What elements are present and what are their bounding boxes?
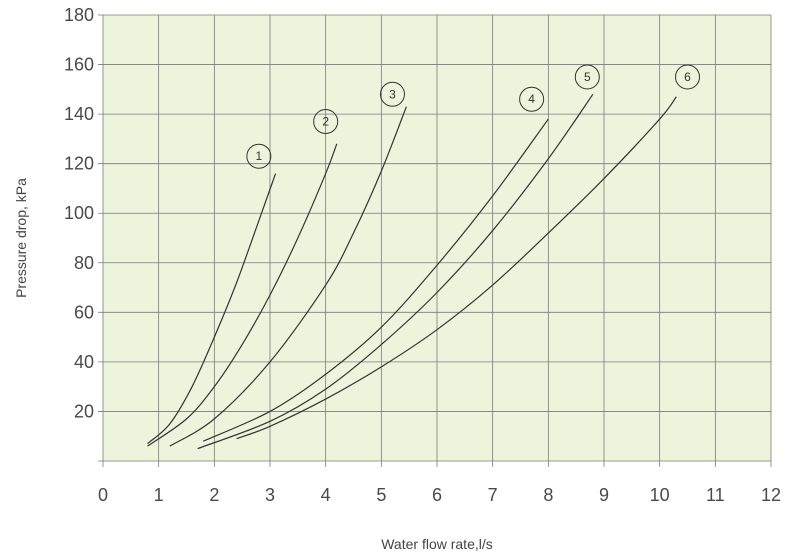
marker-label: 1	[256, 149, 263, 163]
y-tick-label: 140	[64, 104, 94, 124]
x-axis-ticks: 0 1 2 3 4 5 6 7 8 9 10 11 12	[98, 485, 781, 505]
curve-marker-4: 4	[519, 86, 545, 112]
curve-6	[236, 96, 677, 440]
marker-label: 3	[389, 87, 396, 101]
marker-circle	[675, 64, 700, 90]
marker-circle	[379, 81, 405, 107]
y-tick-label: 20	[74, 401, 94, 421]
marker-label: 5	[584, 70, 591, 84]
y-tick-label: 60	[74, 302, 94, 322]
x-tick-label: 11	[706, 485, 725, 505]
curve-1	[147, 173, 277, 445]
curve-marker-3: 3	[379, 81, 405, 107]
x-tick-label: 6	[432, 485, 442, 505]
y-tick-label: 120	[64, 154, 94, 174]
curve-marker-2: 2	[313, 109, 339, 135]
x-tick-label: 3	[265, 485, 275, 505]
curve-4	[202, 118, 549, 442]
x-tick-label: 0	[98, 485, 108, 505]
curve-2	[147, 143, 338, 447]
grid	[98, 14, 772, 467]
curve-5	[197, 93, 594, 450]
x-tick-label: 12	[761, 485, 781, 505]
curves	[147, 93, 677, 450]
y-tick-label: 40	[74, 352, 94, 372]
y-axis-label: Pressure drop, kPa	[13, 178, 29, 298]
x-tick-label: 5	[376, 485, 386, 505]
marker-circle	[313, 109, 339, 135]
curve-marker-1: 1	[246, 143, 272, 169]
x-tick-label: 7	[488, 485, 498, 505]
marker-label: 2	[322, 115, 329, 129]
curve-marker-5: 5	[574, 64, 600, 90]
x-tick-label: 4	[321, 485, 331, 505]
y-tick-label: 160	[64, 55, 94, 75]
y-tick-label: 180	[64, 5, 94, 25]
x-axis-label: Water flow rate,l/s	[381, 536, 493, 552]
curve-3	[169, 106, 407, 447]
marker-label: 4	[528, 92, 535, 106]
curve-marker-6: 6	[675, 64, 700, 90]
x-tick-label: 2	[209, 485, 219, 505]
y-tick-label: 80	[74, 253, 94, 273]
marker-circle	[519, 86, 545, 112]
marker-circle	[574, 64, 600, 90]
curve-markers: 1 2 3 4 5 6	[246, 64, 700, 169]
x-tick-label: 8	[543, 485, 553, 505]
x-tick-label: 1	[154, 485, 164, 505]
marker-label: 6	[684, 70, 691, 84]
x-tick-label: 9	[599, 485, 609, 505]
x-tick-label: 10	[650, 485, 670, 505]
marker-circle	[246, 143, 272, 169]
y-tick-label: 100	[64, 203, 94, 223]
y-axis-ticks: 20 40 60 80 100 120 140 160 180	[64, 5, 94, 421]
